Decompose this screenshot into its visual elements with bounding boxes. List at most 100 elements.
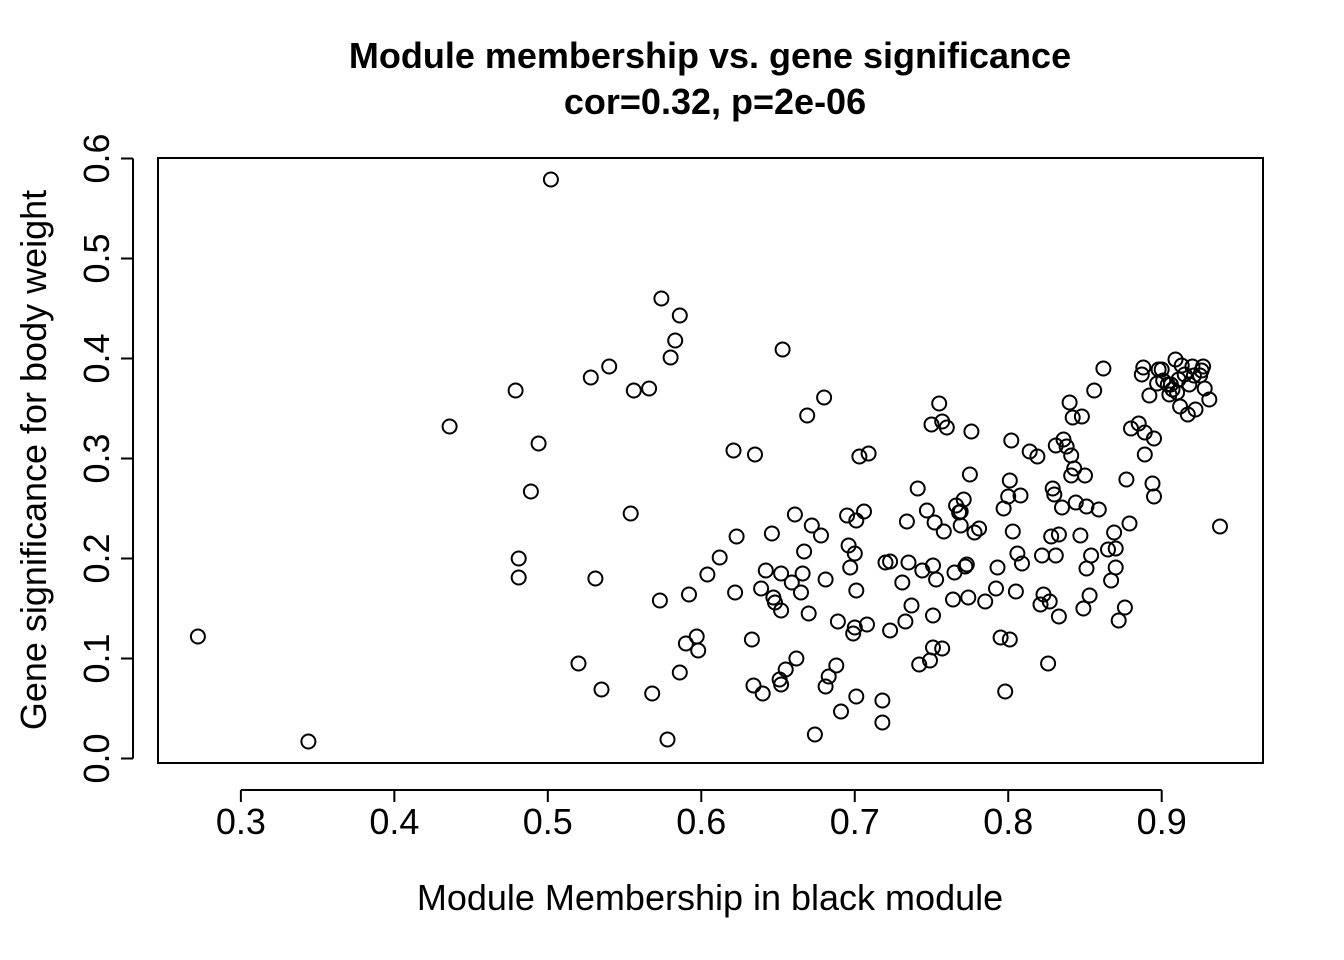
data-point: [777, 661, 794, 678]
data-point: [725, 442, 742, 459]
data-point: [900, 554, 917, 571]
data-point: [851, 448, 868, 465]
data-point: [671, 307, 688, 324]
data-point: [935, 523, 952, 540]
data-point: [874, 714, 891, 731]
x-tick-label: 0.8: [983, 801, 1033, 842]
data-point: [1081, 587, 1098, 604]
x-tick-label: 0.3: [216, 801, 266, 842]
data-point: [793, 584, 809, 601]
data-point: [1058, 438, 1075, 455]
data-point: [1146, 430, 1162, 447]
data-point: [1173, 357, 1190, 374]
data-point: [1107, 540, 1124, 557]
data-point: [530, 435, 547, 452]
data-point: [909, 480, 926, 497]
data-point: [728, 528, 745, 545]
data-point: [989, 559, 1006, 576]
data-point: [898, 513, 915, 530]
data-point: [773, 676, 790, 693]
data-point: [882, 553, 899, 570]
data-point: [622, 505, 639, 522]
data-point: [958, 556, 975, 573]
data-point: [945, 591, 961, 608]
data-point: [747, 446, 763, 463]
data-point: [1046, 486, 1063, 503]
data-point: [441, 418, 458, 435]
data-point: [601, 358, 618, 375]
data-point: [570, 655, 587, 672]
data-point: [1153, 361, 1170, 378]
data-point: [971, 520, 988, 537]
y-tick-label: 0.6: [76, 133, 117, 183]
data-point: [961, 466, 978, 483]
data-point: [923, 416, 940, 433]
data-point: [1055, 431, 1072, 448]
data-point: [1212, 518, 1228, 535]
y-tick-label: 0.0: [76, 733, 117, 783]
data-point: [1146, 488, 1162, 505]
data-point: [774, 341, 791, 358]
data-point: [860, 445, 877, 462]
data-point: [1110, 612, 1127, 629]
data-point: [1187, 401, 1204, 418]
x-axis-label: Module Membership in black module: [417, 877, 1003, 918]
data-point: [806, 726, 823, 743]
data-point: [848, 688, 865, 705]
data-point: [977, 593, 994, 610]
y-tick-label: 0.2: [76, 533, 117, 583]
data-point: [846, 545, 863, 562]
y-tick-label: 0.4: [76, 333, 117, 383]
data-point: [1077, 467, 1093, 484]
data-point: [859, 616, 875, 633]
data-point: [903, 597, 920, 614]
data-point: [960, 589, 977, 606]
data-point: [522, 483, 539, 500]
data-point: [882, 622, 899, 639]
data-point: [1012, 487, 1029, 504]
data-point: [763, 525, 780, 542]
data-point: [829, 613, 846, 630]
data-point: [1172, 398, 1189, 415]
data-point: [817, 571, 834, 588]
data-point: [1195, 358, 1212, 375]
x-tick-label: 0.7: [830, 801, 880, 842]
data-point: [582, 369, 599, 386]
data-point: [918, 502, 935, 519]
data-point: [963, 423, 980, 440]
data-point: [189, 628, 206, 645]
data-point: [1014, 555, 1030, 572]
data-point: [894, 574, 911, 591]
y-axis-label: Gene significance for body weight: [13, 190, 54, 730]
data-point: [1001, 631, 1018, 648]
x-tick-label: 0.5: [523, 801, 573, 842]
data-point: [1086, 382, 1103, 399]
x-tick-label: 0.4: [369, 801, 419, 842]
data-point: [1050, 526, 1067, 543]
y-tick-label: 0.5: [76, 233, 117, 283]
data-point: [1106, 524, 1123, 541]
data-point: [952, 517, 969, 534]
data-point: [1155, 372, 1172, 389]
data-point: [833, 703, 849, 720]
data-point: [659, 731, 676, 748]
data-point: [1040, 655, 1057, 672]
data-point: [1116, 599, 1133, 616]
data-point: [1135, 359, 1152, 376]
data-point: [1118, 471, 1135, 488]
data-point: [1034, 547, 1050, 564]
data-point: [928, 571, 945, 588]
data-point: [300, 733, 317, 750]
data-point: [1032, 596, 1049, 613]
data-point: [1000, 488, 1017, 505]
data-point: [671, 664, 688, 681]
data-point: [1003, 432, 1020, 449]
data-point: [897, 613, 914, 630]
data-point: [1100, 541, 1116, 558]
data-point: [955, 491, 972, 508]
data-point: [925, 639, 941, 656]
data-point: [625, 382, 642, 399]
data-points: [189, 171, 1228, 750]
y-tick-label: 0.3: [76, 433, 117, 483]
plot-frame: [157, 157, 1264, 764]
